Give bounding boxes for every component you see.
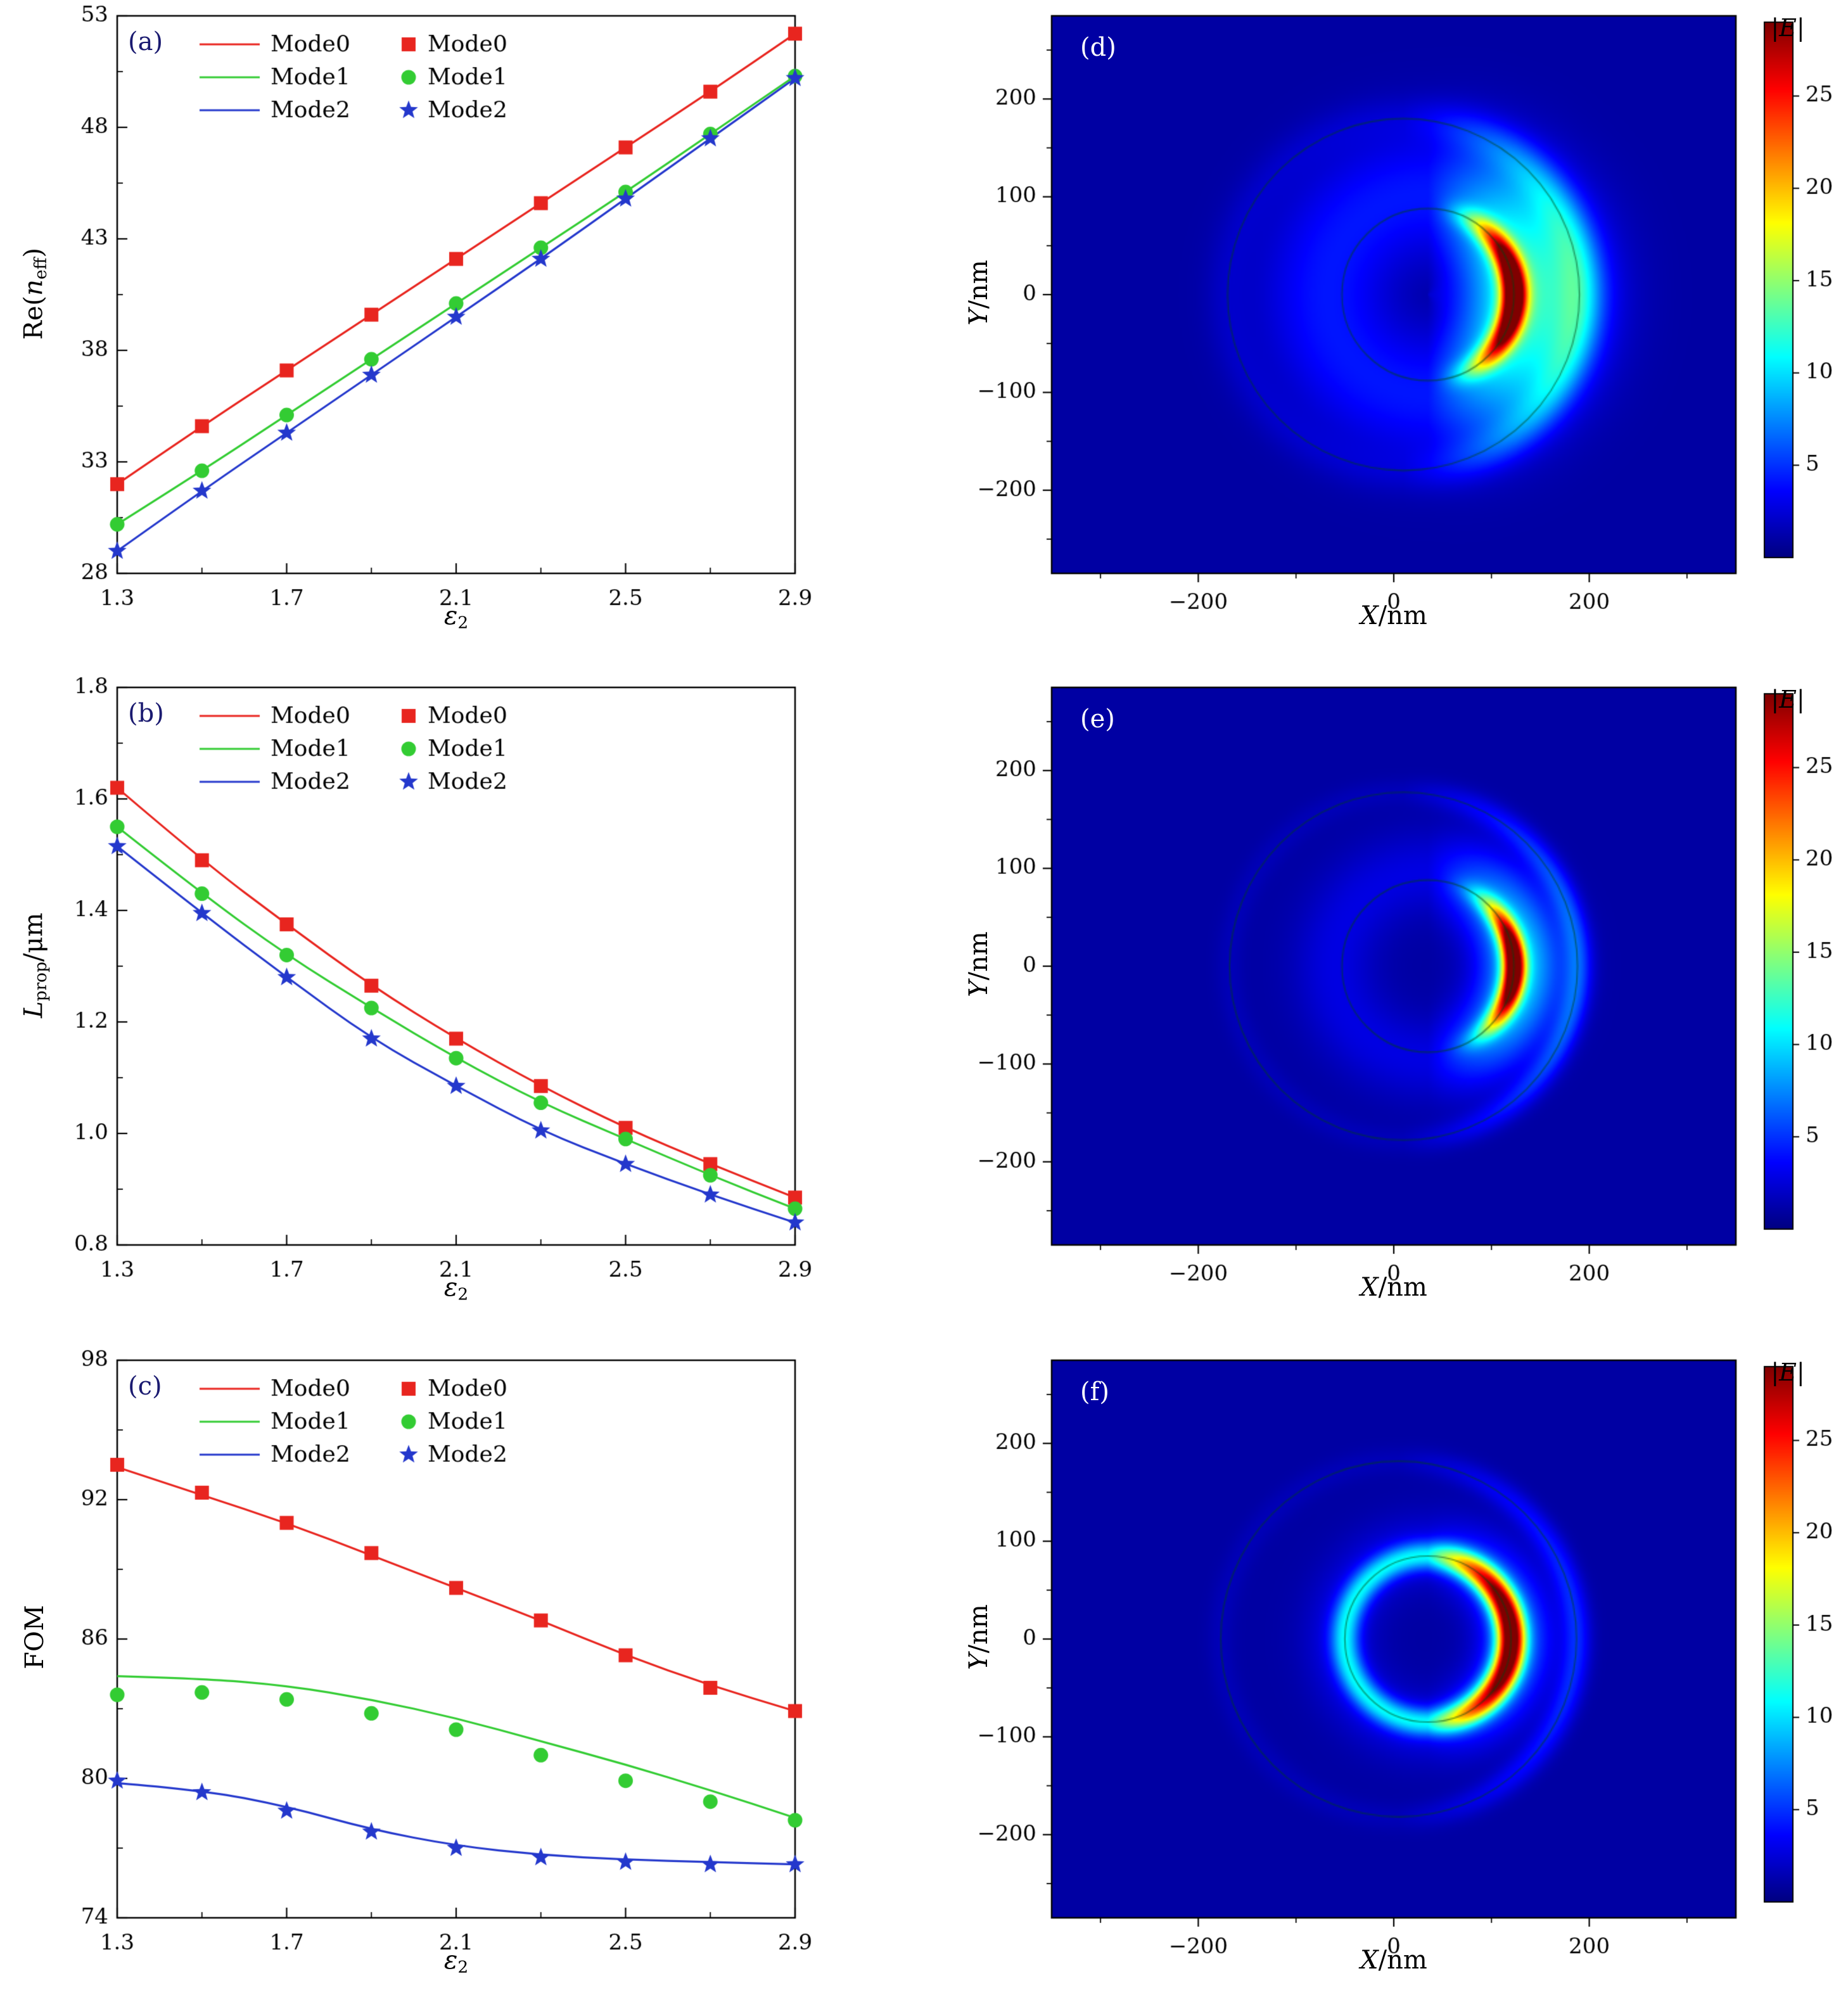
- cb-pre: |: [1771, 14, 1780, 42]
- y-axis-label-f: Y/nm: [964, 1447, 993, 1827]
- ylabel-pre: FOM: [20, 1605, 49, 1669]
- xlabel-var: ε: [443, 601, 458, 630]
- cb-var: E: [1779, 14, 1797, 42]
- cb-pre: |: [1771, 1358, 1780, 1386]
- colorbar-label-d: |E|: [1756, 14, 1819, 42]
- panel-letter-d: (d): [1080, 33, 1116, 62]
- y-axis-label-e: Y/nm: [964, 774, 993, 1154]
- chart-c-canvas: [0, 1344, 849, 2016]
- cb-pre: |: [1771, 686, 1780, 713]
- ylabel-post: /nm: [964, 1604, 993, 1654]
- xlabel-var: ε: [443, 1946, 458, 1975]
- heatmap-panel-f: (f) Y/nm X/nm |E|: [919, 1344, 1848, 2016]
- chart-b-canvas: [0, 672, 849, 1343]
- cb-var: E: [1779, 1358, 1797, 1386]
- chart-panel-a: (a) Re(neff) ε2: [0, 0, 849, 672]
- colorbar-label-f: |E|: [1756, 1358, 1819, 1386]
- x-axis-label-e: X/nm: [1267, 1273, 1520, 1301]
- panel-letter-c: (c): [128, 1372, 162, 1401]
- xlabel-var: ε: [443, 1273, 458, 1302]
- heatmap-axes-d: [919, 0, 1848, 672]
- x-axis-label-a: ε2: [329, 602, 583, 632]
- chart-a-canvas: [0, 0, 849, 672]
- ylabel-var: L: [19, 1001, 49, 1018]
- xlabel-sub: 2: [457, 1284, 469, 1305]
- xlabel-post: /nm: [1378, 1273, 1427, 1302]
- panel-letter-f: (f): [1080, 1377, 1110, 1407]
- y-axis-label-c: FOM: [20, 1447, 49, 1827]
- chart-panel-b: (b) Lprop/μm ε2: [0, 672, 849, 1343]
- colorbar-label-e: |E|: [1756, 686, 1819, 713]
- x-axis-label-d: X/nm: [1267, 602, 1520, 630]
- cb-post: |: [1796, 686, 1805, 713]
- ylabel-post: /nm: [964, 260, 993, 309]
- xlabel-post: /nm: [1378, 601, 1427, 630]
- ylabel-sub: prop: [30, 961, 51, 1002]
- y-axis-label-a: Re(neff): [19, 104, 51, 484]
- panel-letter-b: (b): [128, 699, 164, 728]
- cb-var: E: [1779, 686, 1797, 713]
- xlabel-var: X: [1360, 1946, 1379, 1975]
- xlabel-post: /nm: [1378, 1946, 1427, 1975]
- ylabel-var: Y: [964, 980, 993, 997]
- x-axis-label-f: X/nm: [1267, 1946, 1520, 1974]
- ylabel-post: ): [19, 248, 49, 258]
- ylabel-post: /μm: [19, 912, 49, 962]
- chart-panel-c: (c) FOM ε2: [0, 1344, 849, 2016]
- ylabel-post: /nm: [964, 931, 993, 981]
- xlabel-var: X: [1360, 1273, 1379, 1302]
- heatmap-panel-e: (e) Y/nm X/nm |E|: [919, 672, 1848, 1343]
- heatmap-panel-d: (d) Y/nm X/nm |E|: [919, 0, 1848, 672]
- ylabel-sub: eff: [30, 257, 51, 280]
- panel-letter-e: (e): [1080, 705, 1115, 734]
- ylabel-var: Y: [964, 1653, 993, 1670]
- ylabel-var: Y: [964, 309, 993, 326]
- heatmap-axes-f: [919, 1344, 1848, 2016]
- cb-post: |: [1796, 14, 1805, 42]
- ylabel-pre: Re(: [19, 295, 49, 340]
- ylabel-var: n: [19, 279, 49, 296]
- y-axis-label-d: Y/nm: [964, 103, 993, 483]
- cb-post: |: [1796, 1358, 1805, 1386]
- x-axis-label-b: ε2: [329, 1273, 583, 1303]
- xlabel-sub: 2: [457, 1957, 469, 1977]
- heatmap-axes-e: [919, 672, 1848, 1343]
- xlabel-sub: 2: [457, 613, 469, 633]
- x-axis-label-c: ε2: [329, 1946, 583, 1976]
- xlabel-var: X: [1360, 601, 1379, 630]
- panel-letter-a: (a): [128, 27, 163, 56]
- y-axis-label-b: Lprop/μm: [19, 775, 51, 1156]
